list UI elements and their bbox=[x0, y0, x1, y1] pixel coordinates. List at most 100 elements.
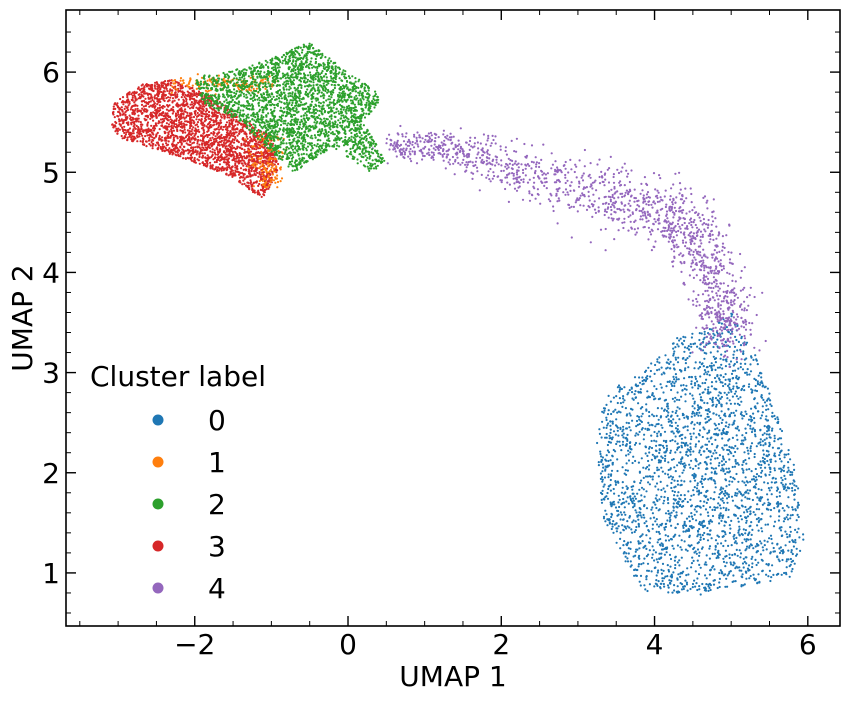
data-point bbox=[730, 372, 734, 375]
data-point bbox=[701, 445, 704, 448]
data-point bbox=[682, 335, 685, 338]
data-point bbox=[196, 125, 200, 128]
data-point bbox=[727, 471, 731, 474]
data-point bbox=[648, 541, 651, 544]
data-point bbox=[628, 447, 631, 450]
data-point bbox=[761, 570, 764, 573]
data-point bbox=[710, 436, 713, 439]
data-point bbox=[641, 540, 644, 543]
data-point bbox=[616, 190, 619, 193]
data-point bbox=[158, 112, 161, 116]
data-point bbox=[724, 365, 728, 368]
data-point bbox=[699, 480, 702, 483]
data-point bbox=[475, 166, 479, 169]
data-point bbox=[669, 518, 672, 522]
data-point bbox=[725, 554, 728, 558]
data-point bbox=[640, 494, 643, 497]
data-point bbox=[676, 430, 679, 433]
data-point bbox=[732, 316, 736, 319]
data-point bbox=[686, 417, 690, 420]
data-point bbox=[505, 176, 509, 179]
data-point bbox=[787, 469, 790, 472]
data-point bbox=[240, 142, 243, 145]
data-point bbox=[606, 524, 609, 527]
data-point bbox=[685, 415, 688, 418]
data-point bbox=[781, 552, 784, 555]
data-point bbox=[556, 200, 559, 203]
data-point bbox=[686, 567, 689, 570]
data-point bbox=[673, 494, 676, 497]
data-point bbox=[733, 294, 736, 297]
data-point bbox=[743, 511, 746, 514]
data-point bbox=[607, 440, 611, 443]
data-point bbox=[642, 197, 645, 201]
data-point bbox=[770, 458, 773, 461]
data-point bbox=[718, 517, 721, 520]
data-point bbox=[611, 420, 614, 423]
data-point bbox=[721, 381, 724, 384]
data-point bbox=[721, 235, 725, 238]
data-point bbox=[656, 209, 659, 212]
data-point bbox=[765, 573, 768, 576]
data-point bbox=[683, 217, 687, 221]
data-point bbox=[716, 586, 719, 590]
data-point bbox=[674, 411, 677, 415]
data-point bbox=[569, 189, 572, 192]
data-point bbox=[607, 394, 610, 397]
data-point bbox=[546, 172, 550, 175]
data-point bbox=[656, 360, 659, 363]
data-point bbox=[674, 209, 678, 213]
data-point bbox=[607, 206, 610, 209]
data-point bbox=[791, 471, 794, 474]
data-point bbox=[149, 111, 153, 114]
data-point bbox=[714, 424, 718, 427]
data-point bbox=[168, 147, 171, 150]
data-point bbox=[673, 350, 676, 353]
data-point bbox=[643, 545, 646, 549]
data-point bbox=[645, 193, 649, 196]
data-point bbox=[733, 345, 737, 348]
data-point bbox=[671, 229, 674, 232]
data-point bbox=[441, 144, 444, 147]
data-point bbox=[474, 164, 477, 167]
data-point bbox=[201, 124, 204, 127]
data-point bbox=[257, 184, 260, 187]
data-point bbox=[670, 576, 674, 579]
data-point bbox=[760, 558, 763, 561]
data-point bbox=[718, 522, 721, 525]
data-point bbox=[686, 247, 689, 250]
data-point bbox=[614, 483, 618, 486]
data-point bbox=[728, 291, 732, 294]
data-point bbox=[576, 210, 579, 213]
data-point bbox=[717, 298, 720, 301]
data-point bbox=[768, 441, 771, 444]
data-point bbox=[600, 455, 603, 458]
data-point bbox=[644, 452, 647, 455]
data-point bbox=[710, 320, 713, 323]
data-point bbox=[697, 414, 700, 417]
data-point bbox=[395, 155, 398, 158]
data-point bbox=[659, 461, 662, 464]
data-point bbox=[749, 449, 752, 453]
data-point bbox=[736, 492, 739, 495]
data-point bbox=[687, 348, 691, 351]
data-point bbox=[573, 170, 576, 174]
data-point bbox=[650, 508, 653, 511]
data-point bbox=[764, 466, 767, 469]
data-point bbox=[703, 461, 707, 464]
data-point bbox=[732, 385, 735, 388]
data-point bbox=[645, 575, 648, 578]
data-point bbox=[549, 200, 552, 203]
data-point bbox=[609, 200, 613, 203]
data-point bbox=[718, 264, 722, 267]
data-point bbox=[616, 401, 619, 405]
data-point bbox=[515, 137, 519, 140]
data-point bbox=[403, 153, 406, 156]
data-point bbox=[718, 332, 721, 335]
data-point bbox=[758, 372, 762, 375]
data-point bbox=[436, 147, 440, 150]
data-point bbox=[670, 187, 673, 190]
data-point bbox=[778, 457, 782, 460]
data-point bbox=[667, 535, 670, 538]
data-point bbox=[681, 412, 685, 415]
